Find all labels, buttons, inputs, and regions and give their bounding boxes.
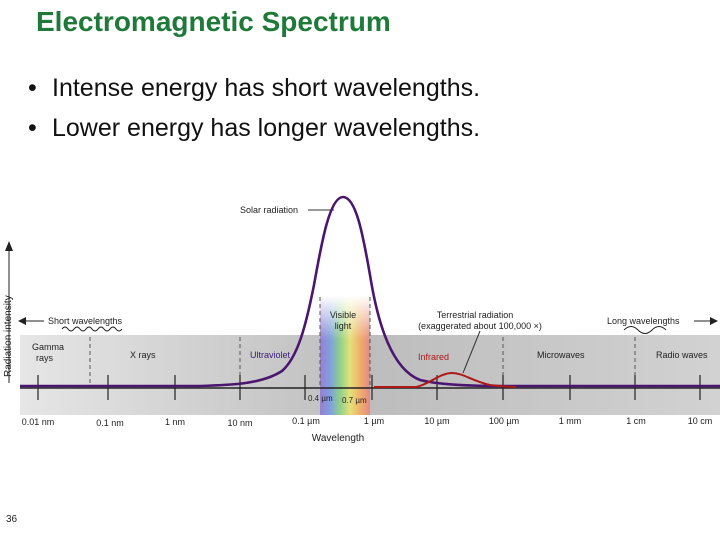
terrestrial-radiation-note: (exaggerated about 100,000 ×) [418,321,542,331]
long-wavelengths-label: Long wavelengths [607,316,680,326]
short-wave-squiggle [61,326,123,332]
band-ultraviolet-label: Ultraviolet [250,350,291,360]
tick-label: 0.1 µm [292,416,320,426]
visible-high-bound: 0.7 µm [342,396,367,405]
band-xrays-label: X rays [130,350,156,360]
solar-radiation-label: Solar radiation [240,205,298,215]
tick-label: 10 nm [227,418,252,428]
bullet-text: Intense energy has short wavelengths. [52,74,481,102]
band-gamma-label: Gamma [32,342,64,352]
solar-radiation-curve [20,195,720,388]
tick-label: 1 nm [165,417,185,427]
bullet-list: • Intense energy has short wavelengths. •… [28,68,480,148]
terrestrial-leader-line [462,330,481,374]
y-axis-label: Radiation intensity [3,295,14,377]
tick-label: 10 µm [424,416,449,426]
short-arrowhead [18,317,26,325]
slide-number: 36 [6,514,18,525]
spectrum-diagram: Radiation intensity Short wavelengths Lo… [3,195,720,444]
tick-label: 10 cm [688,416,713,426]
visible-low-bound: 0.4 µm [308,394,333,403]
tick-label: 1 µm [364,416,384,426]
tick-labels: 0.01 nm 0.1 nm 1 nm 10 nm 0.1 µm 1 µm 10… [22,416,713,428]
visible-band-fade [320,295,370,340]
tick-label: 0.1 nm [96,418,124,428]
long-wave-squiggle [623,326,667,334]
long-arrowhead [710,317,718,325]
tick-label: 100 µm [489,416,519,426]
bullet-text: Lower energy has longer wavelengths. [52,114,481,142]
y-axis-arrowhead [5,241,13,251]
terrestrial-radiation-label: Terrestrial radiation [437,310,514,320]
band-infrared-label: Infrared [418,352,449,362]
axis-ticks [37,375,701,400]
visible-light-label-2: light [335,321,352,331]
short-wavelengths-label: Short wavelengths [48,316,123,326]
band-gamma-label-2: rays [36,353,54,363]
visible-light-label: Visible [330,310,356,320]
tick-label: 0.01 nm [22,417,55,427]
band-microwaves-label: Microwaves [537,350,585,360]
bullet-dot: • [28,74,37,102]
band-dividers [89,297,636,385]
terrestrial-radiation-curve [374,371,517,388]
x-axis-label: Wavelength [312,433,364,444]
tick-label: 1 mm [559,416,582,426]
bullet-item: • Lower energy has longer wavelengths. [28,108,480,148]
band-radio-label: Radio waves [656,350,708,360]
slide-title: Electromagnetic Spectrum [36,6,391,37]
bullet-item: • Intense energy has short wavelengths. [28,68,480,108]
tick-label: 1 cm [626,416,646,426]
bullet-dot: • [28,114,37,142]
